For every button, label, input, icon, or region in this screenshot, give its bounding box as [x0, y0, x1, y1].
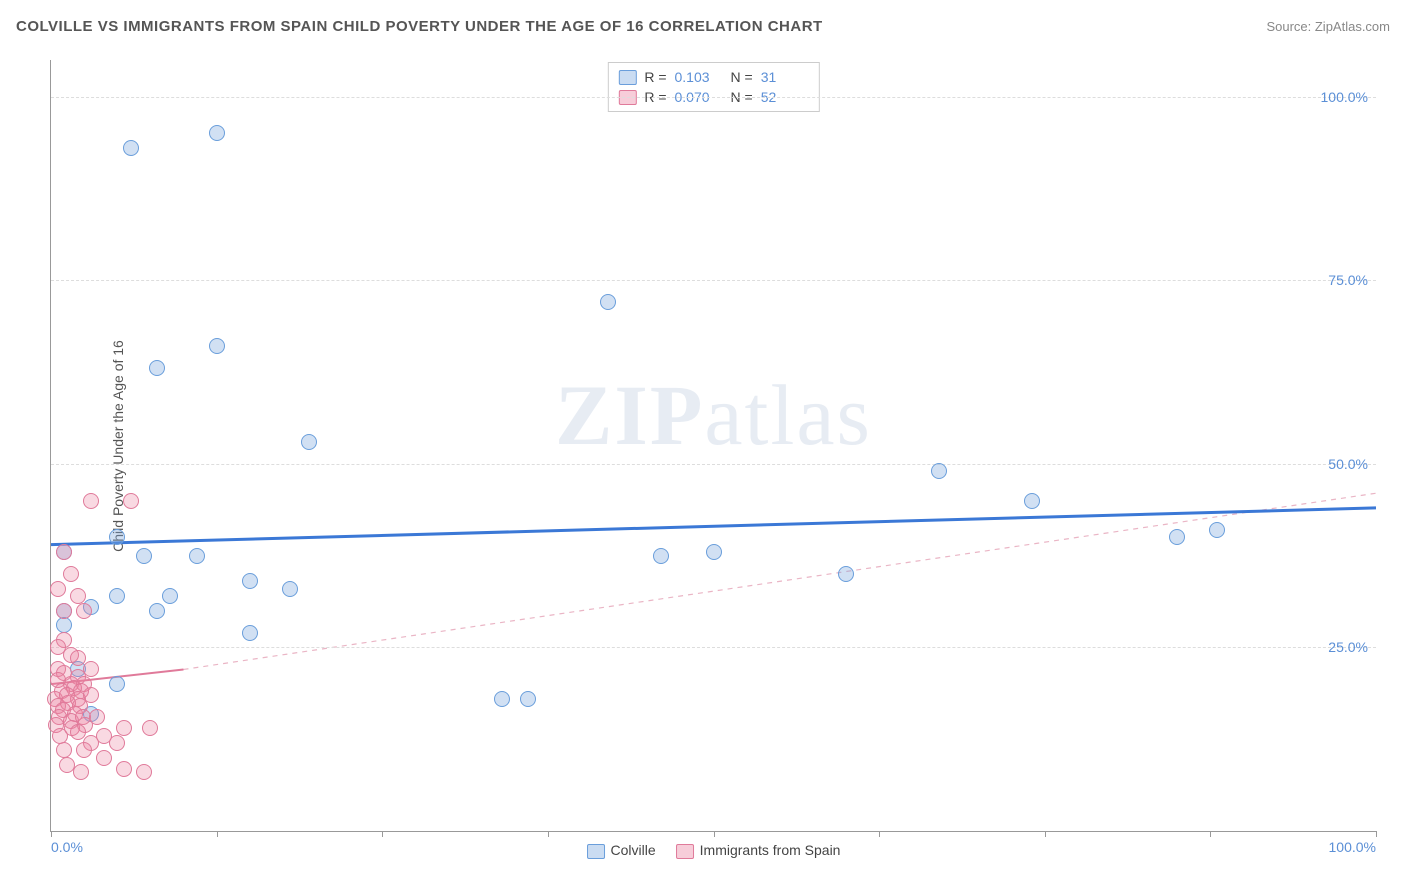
data-point-pink	[70, 588, 86, 604]
data-point-blue	[149, 603, 165, 619]
legend-swatch-pink	[676, 844, 694, 859]
source-name: ZipAtlas.com	[1315, 19, 1390, 34]
source-attribution: Source: ZipAtlas.com	[1266, 19, 1390, 34]
watermark-bold: ZIP	[555, 367, 704, 463]
data-point-pink	[56, 544, 72, 560]
x-tick-label: 100.0%	[1329, 839, 1376, 855]
data-point-pink	[63, 566, 79, 582]
legend-swatch-blue	[587, 844, 605, 859]
data-point-blue	[109, 588, 125, 604]
data-point-blue	[136, 548, 152, 564]
data-point-blue	[1209, 522, 1225, 538]
data-point-pink	[109, 735, 125, 751]
x-tick	[714, 831, 715, 837]
data-point-pink	[142, 720, 158, 736]
chart-header: COLVILLE VS IMMIGRANTS FROM SPAIN CHILD …	[16, 18, 1390, 35]
data-point-blue	[123, 140, 139, 156]
data-point-blue	[149, 360, 165, 376]
chart-title: COLVILLE VS IMMIGRANTS FROM SPAIN CHILD …	[16, 18, 823, 35]
trend-lines-svg	[51, 60, 1376, 831]
zipatlas-watermark: ZIPatlas	[555, 365, 872, 465]
data-point-pink	[83, 661, 99, 677]
data-point-pink	[76, 742, 92, 758]
x-tick-label: 0.0%	[51, 839, 83, 855]
legend-item-colville: Colville	[587, 842, 656, 859]
data-point-pink	[56, 742, 72, 758]
y-tick-label: 50.0%	[1328, 456, 1368, 472]
data-point-blue	[162, 588, 178, 604]
data-point-blue	[242, 625, 258, 641]
data-point-blue	[653, 548, 669, 564]
data-point-blue	[706, 544, 722, 560]
data-point-pink	[116, 720, 132, 736]
x-tick	[217, 831, 218, 837]
series-legend: Colville Immigrants from Spain	[587, 842, 841, 859]
data-point-blue	[838, 566, 854, 582]
data-point-blue	[209, 125, 225, 141]
n-value-colville: 31	[761, 69, 809, 85]
legend-row-colville: R = 0.103 N = 31	[618, 67, 808, 87]
data-point-pink	[73, 764, 89, 780]
r-label: R =	[644, 69, 666, 85]
data-point-pink	[56, 603, 72, 619]
x-tick	[1210, 831, 1211, 837]
data-point-pink	[76, 603, 92, 619]
watermark-rest: atlas	[704, 367, 872, 463]
data-point-blue	[189, 548, 205, 564]
data-point-blue	[282, 581, 298, 597]
data-point-blue	[209, 338, 225, 354]
y-tick-label: 25.0%	[1328, 639, 1368, 655]
x-tick	[548, 831, 549, 837]
n-label: N =	[731, 69, 753, 85]
y-tick-label: 100.0%	[1321, 89, 1368, 105]
x-tick	[879, 831, 880, 837]
data-point-blue	[931, 463, 947, 479]
legend-label-colville: Colville	[611, 842, 656, 858]
gridline	[51, 280, 1376, 281]
r-value-colville: 0.103	[675, 69, 723, 85]
legend-item-spain: Immigrants from Spain	[676, 842, 841, 859]
data-point-pink	[89, 709, 105, 725]
y-tick-label: 75.0%	[1328, 272, 1368, 288]
data-point-blue	[109, 676, 125, 692]
legend-swatch-blue	[618, 70, 636, 85]
data-point-blue	[56, 617, 72, 633]
data-point-pink	[96, 750, 112, 766]
scatter-plot-area: ZIPatlas R = 0.103 N = 31 R = 0.070 N = …	[50, 60, 1376, 832]
data-point-pink	[59, 757, 75, 773]
legend-label-spain: Immigrants from Spain	[700, 842, 841, 858]
x-tick	[51, 831, 52, 837]
data-point-blue	[494, 691, 510, 707]
x-tick	[382, 831, 383, 837]
gridline	[51, 464, 1376, 465]
x-tick	[1045, 831, 1046, 837]
data-point-pink	[123, 493, 139, 509]
data-point-pink	[116, 761, 132, 777]
data-point-pink	[50, 581, 66, 597]
data-point-blue	[242, 573, 258, 589]
data-point-blue	[1024, 493, 1040, 509]
gridline	[51, 647, 1376, 648]
data-point-pink	[83, 493, 99, 509]
correlation-legend: R = 0.103 N = 31 R = 0.070 N = 52	[607, 62, 819, 112]
x-tick	[1376, 831, 1377, 837]
data-point-blue	[109, 529, 125, 545]
source-prefix: Source:	[1266, 19, 1314, 34]
data-point-blue	[1169, 529, 1185, 545]
data-point-pink	[52, 728, 68, 744]
data-point-blue	[520, 691, 536, 707]
data-point-blue	[600, 294, 616, 310]
gridline	[51, 97, 1376, 98]
data-point-pink	[136, 764, 152, 780]
data-point-blue	[301, 434, 317, 450]
